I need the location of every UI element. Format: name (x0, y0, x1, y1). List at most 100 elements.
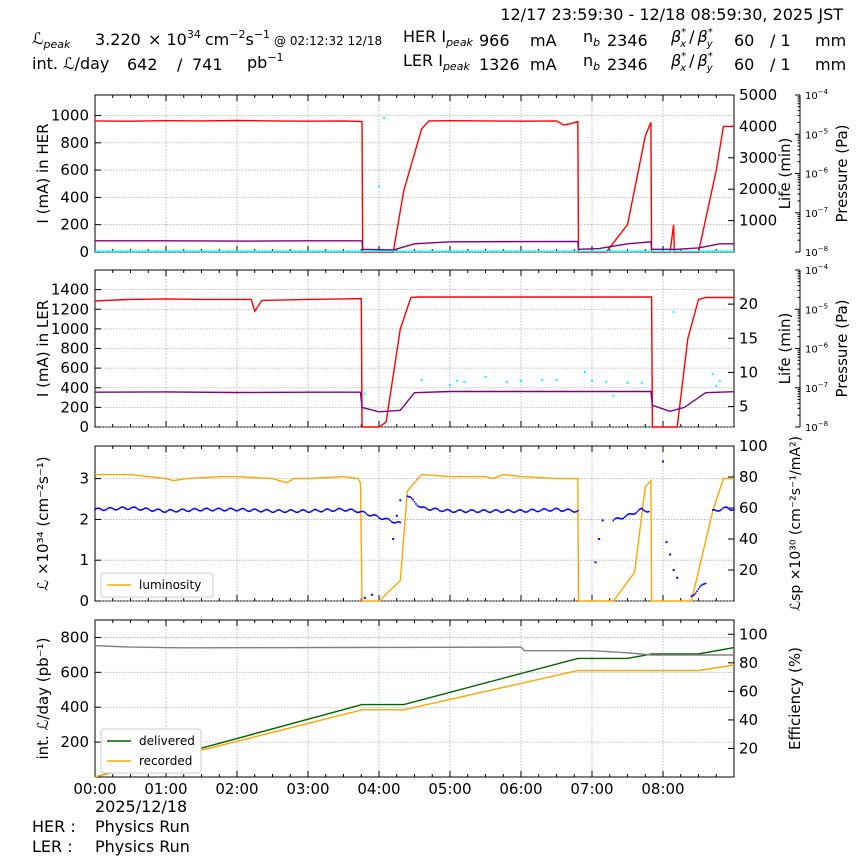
specific-point (470, 509, 473, 511)
specific-point (220, 508, 223, 511)
specific-point (172, 509, 174, 512)
pressure-axis-label: Pressure (Pa) (833, 124, 851, 222)
specific-point (392, 538, 395, 540)
specific-point (532, 508, 535, 511)
specific-point (454, 510, 457, 513)
y-tick-label: 1000 (51, 320, 89, 338)
specific-point (118, 507, 120, 510)
specific-point (200, 509, 203, 512)
y-tick-label: 1000 (51, 106, 89, 124)
specific-point (488, 511, 491, 514)
specific-point (270, 510, 272, 513)
specific-point (446, 508, 448, 511)
specific-point (294, 511, 297, 513)
specific-point (224, 509, 227, 512)
specific-point (217, 507, 220, 510)
specific-point (537, 510, 539, 513)
specific-point (356, 511, 359, 514)
specific-point (640, 507, 643, 510)
specific-point (726, 506, 728, 509)
specific-point (365, 512, 368, 515)
specific-point (457, 509, 460, 511)
specific-point (497, 509, 500, 512)
specific-point (111, 507, 113, 509)
specific-point (257, 510, 260, 512)
specific-point (122, 506, 125, 509)
y-tick-label: 600 (60, 359, 89, 377)
specific-point (195, 508, 197, 510)
x-tick-label: 01:00 (144, 780, 187, 798)
specific-point (669, 553, 672, 556)
specific-point (124, 507, 126, 509)
specific-point (575, 510, 578, 513)
specific-point (490, 511, 492, 513)
y2-tick-label: 20 (739, 561, 758, 579)
specific-point (410, 497, 413, 499)
specific-point (261, 510, 264, 513)
specific-point (530, 508, 532, 511)
specific-point (383, 517, 386, 520)
specific-point (351, 508, 353, 511)
y-tick-label: 400 (60, 698, 89, 716)
y-tick-label: 1200 (51, 300, 89, 318)
specific-point (227, 508, 230, 510)
her-nb-label: nb (583, 27, 600, 49)
y2-tick-label: 3000 (739, 149, 777, 167)
specific-point (162, 511, 164, 513)
specific-point (263, 509, 265, 512)
specific-point (427, 509, 430, 511)
specific-point (646, 511, 649, 513)
her-beta-unit: mm (815, 31, 846, 50)
specific-point (562, 510, 565, 512)
int-lum-recorded: 741 (192, 55, 223, 74)
specific-point (728, 508, 731, 511)
pressure-point (541, 378, 544, 381)
pressure-point (612, 394, 615, 397)
specific-point (297, 511, 299, 513)
delivered-series (94, 646, 735, 778)
specific-point (544, 508, 546, 510)
x-tick-label: 06:00 (499, 780, 542, 798)
specific-point (547, 509, 549, 512)
y2-tick-label: 20 (739, 295, 758, 313)
specific-point (189, 510, 191, 512)
specific-point (496, 509, 498, 511)
specific-point (277, 509, 279, 511)
her-status-label: HER : (32, 817, 76, 836)
specific-point (362, 510, 365, 513)
pressure-point (382, 117, 385, 120)
specific-point (334, 509, 336, 512)
pressure-point (711, 373, 714, 376)
specific-point (574, 511, 576, 513)
specific-point (155, 508, 157, 511)
specific-point (317, 509, 319, 512)
specific-point (329, 509, 332, 512)
specific-point (254, 508, 257, 510)
specific-point (246, 509, 248, 512)
specific-point (233, 509, 235, 511)
specific-point (506, 509, 508, 511)
specific-point (645, 510, 647, 513)
her-peak-unit: mA (530, 31, 557, 50)
specific-point (409, 496, 412, 498)
her-status: Physics Run (95, 817, 190, 836)
specific-point (621, 517, 623, 520)
specific-point (94, 508, 96, 511)
specific-point (447, 509, 450, 511)
specific-point (577, 509, 579, 512)
ler-status: Physics Run (95, 837, 190, 856)
specific-point (312, 509, 315, 511)
specific-point (251, 508, 254, 511)
specific-point (376, 515, 379, 518)
footer: 2025/12/18 HER : Physics Run LER : Physi… (32, 797, 190, 856)
int-lum-label: int. ℒ/day (32, 54, 109, 73)
x-tick-label: 03:00 (286, 780, 329, 798)
specific-point (534, 509, 536, 512)
specific-point (508, 509, 511, 512)
specific-point (210, 509, 213, 512)
specific-point (204, 507, 207, 510)
specific-point (396, 521, 399, 523)
specific-point (504, 510, 507, 512)
specific-point (493, 509, 495, 512)
specific-point (724, 506, 727, 508)
